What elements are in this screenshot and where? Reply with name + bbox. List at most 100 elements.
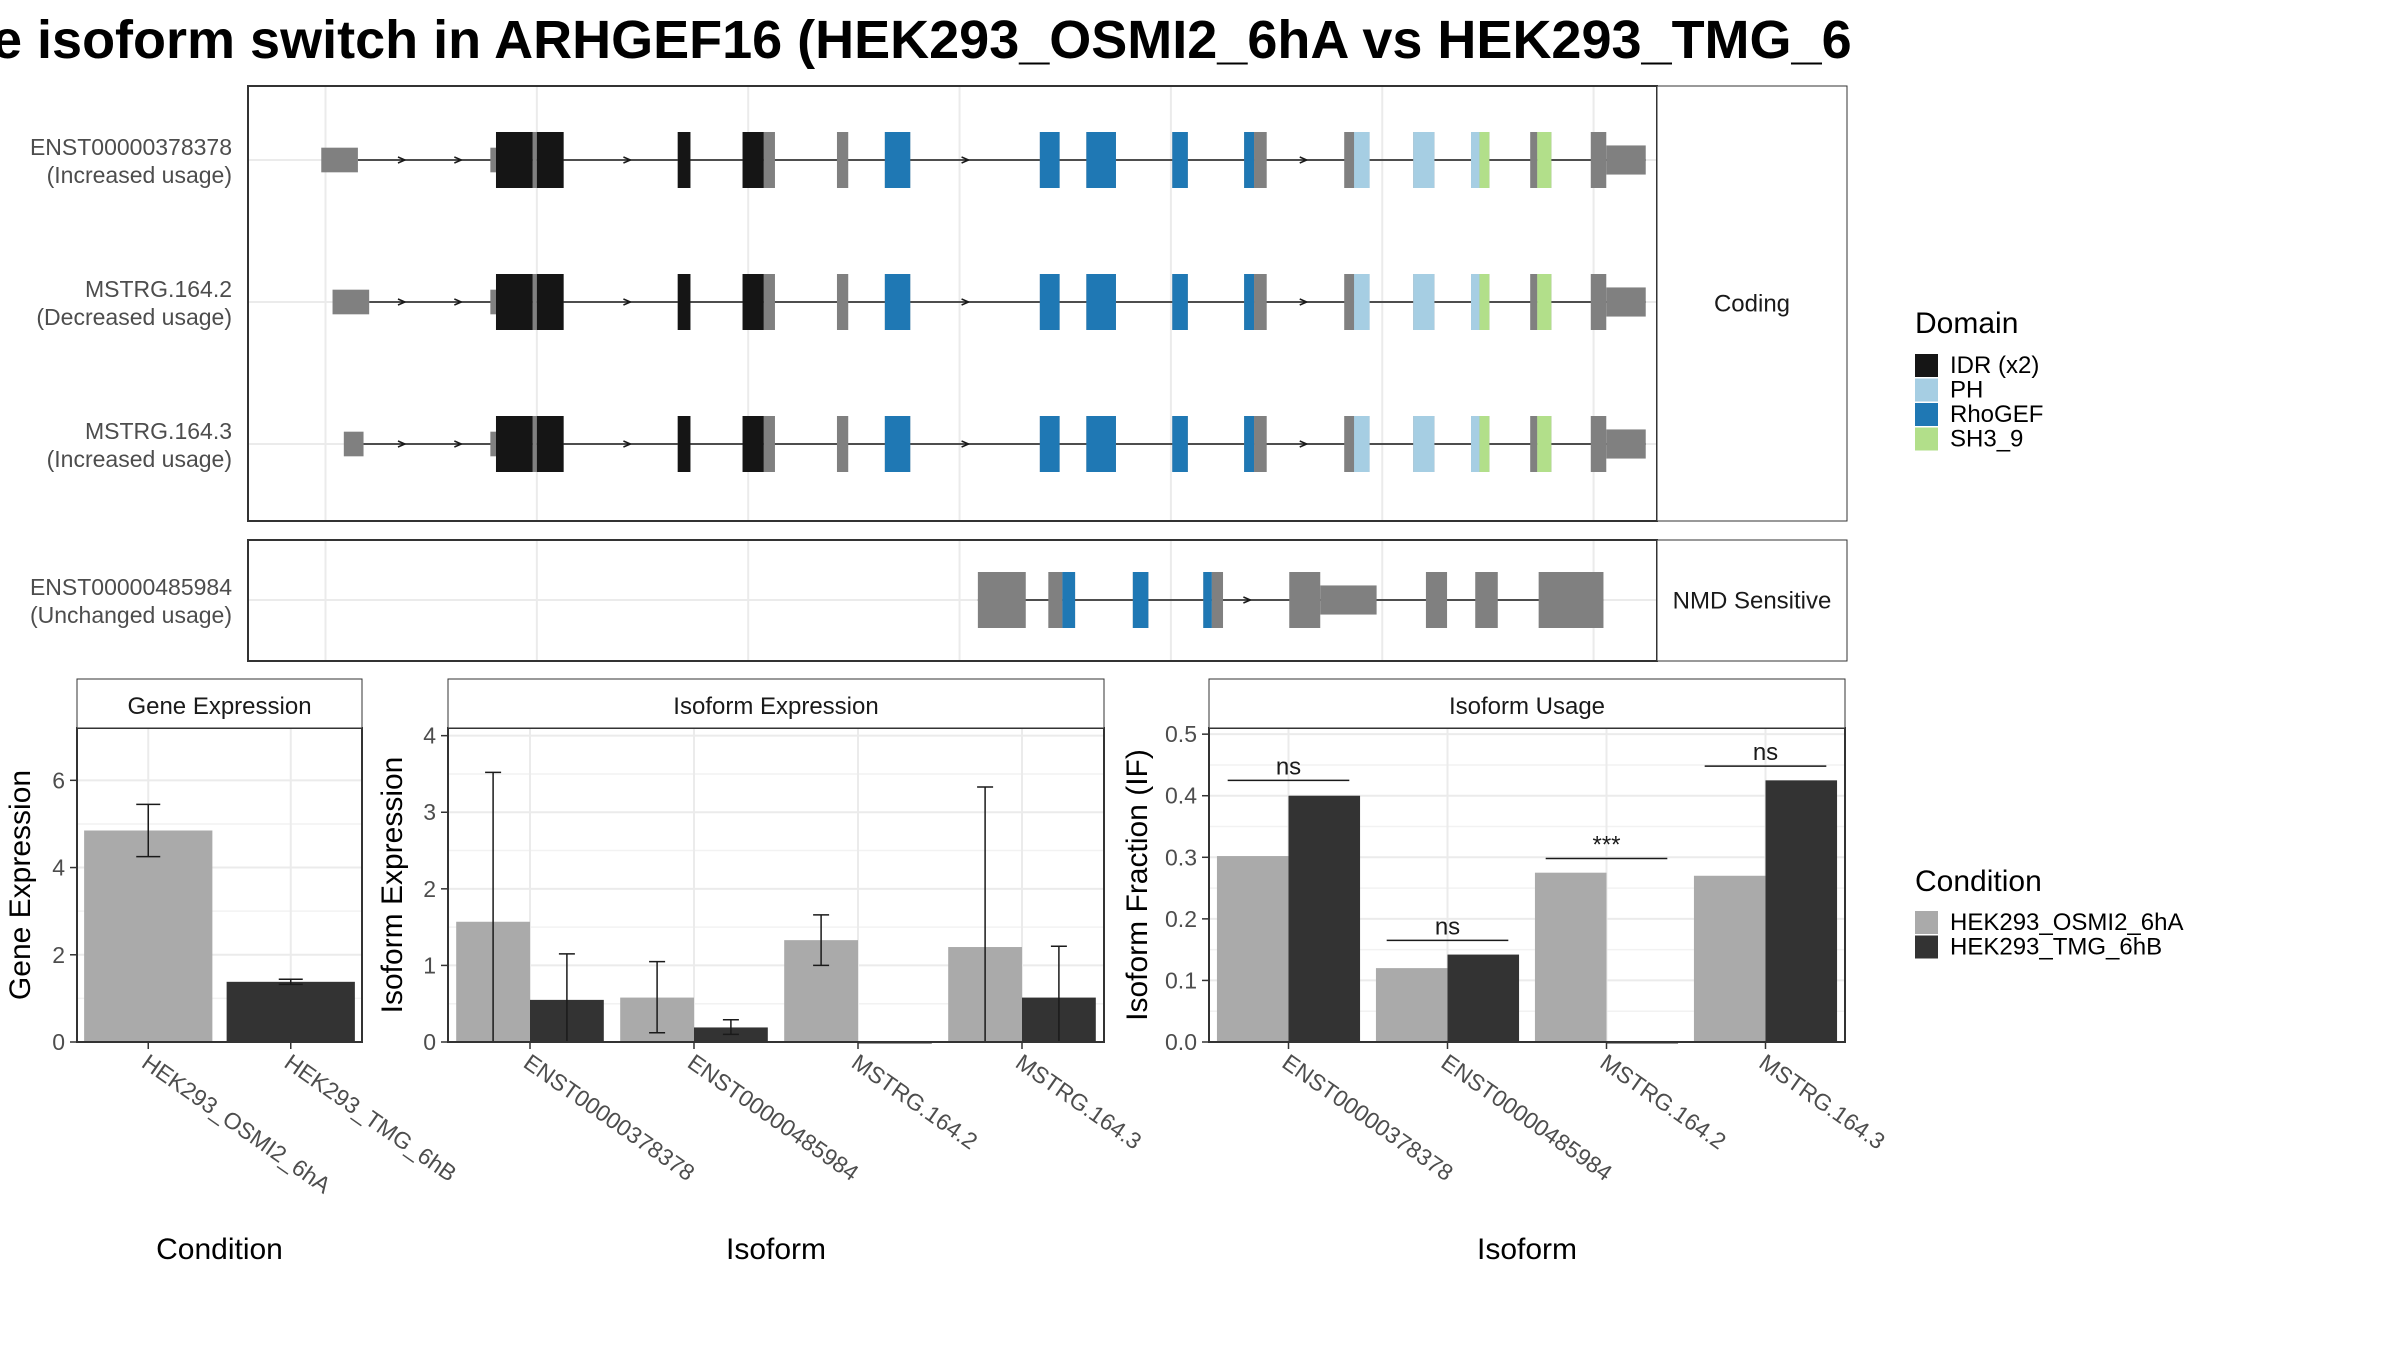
strand-arrow bbox=[397, 298, 407, 306]
exon bbox=[1606, 145, 1646, 175]
bar bbox=[226, 981, 355, 1042]
strand-arrow bbox=[623, 440, 633, 448]
transcript-id-label: ENST00000485984 bbox=[30, 574, 232, 600]
exon bbox=[1475, 572, 1498, 628]
significance-label: ns bbox=[1435, 913, 1460, 940]
domain-IDR bbox=[495, 274, 533, 330]
significance-marker: *** bbox=[1545, 832, 1668, 860]
domain-RhoGEF bbox=[1086, 274, 1116, 330]
domain-IDR bbox=[677, 416, 691, 472]
domain-RhoGEF bbox=[884, 132, 911, 188]
y-tick-label: 2 bbox=[52, 942, 65, 968]
legend-label: IDR (x2) bbox=[1950, 352, 2039, 379]
legend-swatch-RhoGEF bbox=[1915, 403, 1938, 426]
domain-RhoGEF bbox=[1244, 132, 1255, 188]
exon bbox=[1590, 132, 1607, 188]
domain-RhoGEF bbox=[1039, 416, 1060, 472]
strand-arrow bbox=[397, 440, 407, 448]
exon bbox=[1590, 416, 1607, 472]
exon bbox=[532, 132, 537, 188]
panel-strip-label: NMD Sensitive bbox=[1673, 588, 1832, 615]
transcript-ENST00000485984: ENST00000485984(Unchanged usage) bbox=[30, 572, 1604, 628]
y-tick-label: 0.4 bbox=[1165, 783, 1197, 809]
bar bbox=[1447, 954, 1520, 1042]
domain-RhoGEF bbox=[1039, 274, 1060, 330]
strand-arrow bbox=[1299, 440, 1309, 448]
panel-strip-label: Isoform Usage bbox=[1449, 693, 1605, 720]
exon bbox=[1590, 274, 1607, 330]
bar bbox=[1288, 795, 1361, 1042]
strand-arrow bbox=[454, 440, 464, 448]
domain-IDR bbox=[677, 274, 691, 330]
exon bbox=[332, 289, 370, 315]
x-tick-label: ENST00000485984 bbox=[683, 1049, 864, 1186]
exon bbox=[1530, 132, 1538, 188]
panel-strip bbox=[1208, 678, 1846, 729]
legend-swatch-IDR bbox=[1915, 354, 1938, 377]
exon bbox=[1254, 274, 1267, 330]
significance-marker: ns bbox=[1386, 913, 1509, 942]
exon bbox=[1344, 132, 1355, 188]
domain-RhoGEF bbox=[1203, 572, 1212, 628]
x-tick-label: MSTRG.164.3 bbox=[1011, 1049, 1146, 1155]
exon bbox=[1606, 287, 1646, 317]
domain-RhoGEF bbox=[1086, 132, 1116, 188]
significance-marker: ns bbox=[1227, 753, 1350, 782]
y-tick-label: 0.1 bbox=[1165, 967, 1197, 993]
bar bbox=[1216, 856, 1289, 1042]
exon bbox=[763, 274, 775, 330]
bar bbox=[1375, 968, 1448, 1042]
panel-strip bbox=[1656, 85, 1848, 522]
legend-swatch-PH bbox=[1915, 378, 1938, 402]
domain-RhoGEF bbox=[1132, 572, 1149, 628]
strand-arrow bbox=[961, 156, 971, 164]
strand-arrow bbox=[1243, 596, 1253, 604]
transcript-usage-label: (Increased usage) bbox=[47, 446, 232, 472]
exon bbox=[490, 431, 496, 457]
domain-SH3_9 bbox=[1537, 132, 1552, 188]
y-axis-title: Isoform Expression bbox=[376, 757, 409, 1014]
y-tick-label: 4 bbox=[423, 723, 436, 749]
domain-IDR bbox=[495, 132, 533, 188]
x-axis-title: Isoform bbox=[1477, 1233, 1577, 1266]
y-axis-title: Gene Expression bbox=[4, 770, 37, 1000]
legend-label: HEK293_TMG_6hB bbox=[1950, 934, 2162, 961]
legend-label: PH bbox=[1950, 377, 1983, 404]
y-tick-label: 0.2 bbox=[1165, 906, 1197, 932]
exon bbox=[1538, 572, 1604, 628]
domain-PH bbox=[1354, 132, 1370, 188]
x-tick-label: MSTRG.164.3 bbox=[1755, 1049, 1890, 1155]
exon bbox=[763, 132, 775, 188]
bar bbox=[84, 830, 213, 1042]
x-axis-title: Isoform bbox=[726, 1233, 826, 1266]
exon bbox=[836, 274, 849, 330]
chart-2: ns ns *** ns Isoform Usage 0.0 0.1 0.2 0.3 0.4 0.5… bbox=[1121, 678, 1890, 1266]
exon bbox=[1344, 274, 1355, 330]
domain-SH3_9 bbox=[1479, 274, 1490, 330]
transcript-usage-label: (Unchanged usage) bbox=[30, 602, 232, 628]
y-tick-label: 0 bbox=[52, 1029, 65, 1055]
domain-RhoGEF bbox=[1062, 572, 1076, 628]
y-tick-label: 3 bbox=[423, 799, 436, 825]
domain-IDR bbox=[742, 274, 764, 330]
legend-swatch-SH3_9 bbox=[1915, 427, 1938, 451]
transcript-ENST00000378378: ENST00000378378(Increased usage) bbox=[30, 132, 1646, 188]
domain-RhoGEF bbox=[1172, 274, 1188, 330]
domain-RhoGEF bbox=[1172, 416, 1188, 472]
y-tick-label: 0.0 bbox=[1165, 1029, 1197, 1055]
figure-title: e isoform switch in ARHGEF16 (HEK293_OSM… bbox=[0, 10, 1852, 70]
strand-arrow bbox=[1299, 156, 1309, 164]
exon bbox=[1530, 274, 1538, 330]
panel-strip-label: Coding bbox=[1714, 291, 1790, 318]
exon bbox=[1344, 416, 1355, 472]
x-tick-label: MSTRG.164.2 bbox=[1596, 1049, 1731, 1155]
legend-title: Condition bbox=[1915, 865, 2042, 898]
legend-label: RhoGEF bbox=[1950, 401, 2043, 428]
domain-RhoGEF bbox=[1039, 132, 1060, 188]
exon bbox=[1048, 572, 1063, 628]
strand-arrow bbox=[623, 298, 633, 306]
domain-IDR bbox=[495, 416, 533, 472]
